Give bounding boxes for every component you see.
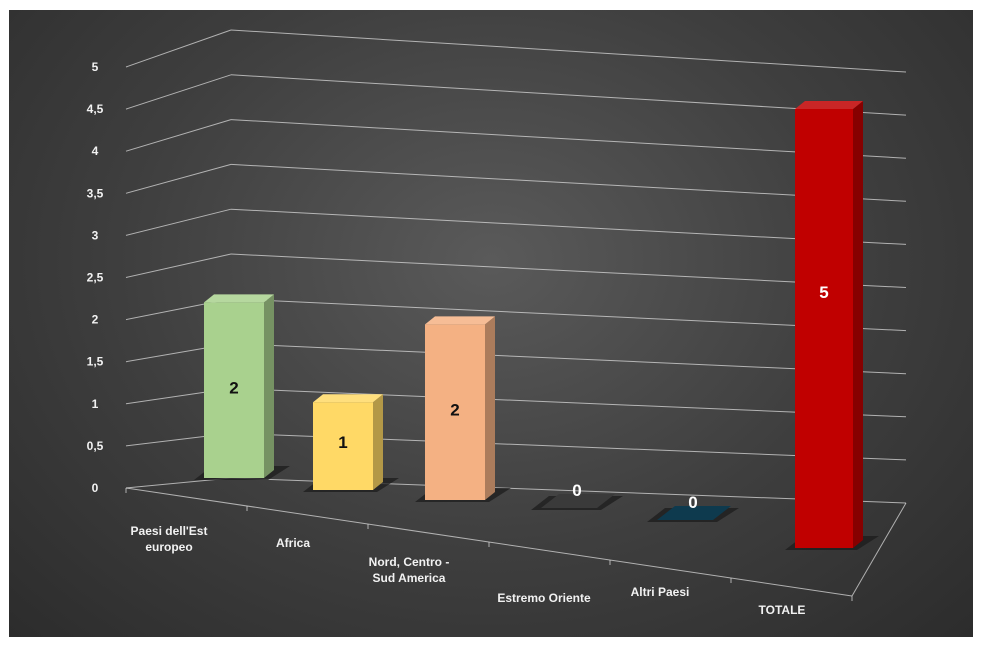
gridline [230, 163, 907, 202]
bar: 0 [531, 481, 623, 510]
data-label: 5 [819, 283, 828, 302]
side-gridline [125, 74, 232, 110]
bar-top [204, 294, 274, 303]
gridline [230, 253, 907, 288]
y-tick-label: 2,5 [87, 271, 104, 285]
data-label: 0 [572, 481, 581, 500]
bars: 2 1 2 0 0 5 [194, 101, 879, 550]
side-gridline [125, 163, 232, 194]
y-tick-label: 0 [92, 481, 99, 495]
bar-side [373, 394, 383, 490]
bar-flat [657, 506, 731, 520]
chart-frame: 0 0,5 1 1,5 2 2,5 3 3,5 4 4,5 5 2 1 2 0 0 5 Paesi dell'… [9, 10, 973, 637]
bar-front [204, 302, 264, 478]
data-label: 0 [688, 493, 697, 512]
bar: 5 [785, 101, 879, 550]
x-tick-label: Paesi dell'Est europeo [131, 524, 208, 554]
y-tick-label: 4,5 [87, 102, 104, 116]
y-tick-label: 0,5 [87, 439, 104, 453]
bar-front [313, 402, 373, 490]
bar: 1 [303, 394, 399, 492]
side-gridline [125, 29, 232, 68]
bar-side [485, 316, 495, 500]
gridlines [125, 29, 907, 601]
bar-top [313, 394, 383, 403]
y-tick-label: 5 [92, 60, 99, 74]
x-tick-label: Africa [276, 536, 310, 550]
gridline [230, 343, 907, 375]
bar-side [853, 101, 863, 548]
bar: 2 [415, 316, 511, 502]
floor-edge [851, 502, 907, 597]
bar: 0 [647, 493, 739, 522]
side-gridline [125, 208, 232, 236]
y-tick-label: 3 [92, 228, 99, 242]
y-tick-label: 3,5 [87, 186, 104, 200]
gridline [230, 29, 907, 73]
bar: 2 [194, 294, 290, 480]
x-tick-label: TOTALE [759, 603, 806, 617]
side-gridline [125, 253, 232, 278]
data-label: 2 [450, 401, 459, 420]
data-label: 2 [229, 379, 238, 398]
x-axis-labels: Paesi dell'Est europeo Africa Nord, Centro … [131, 524, 806, 617]
bar-top [425, 316, 495, 325]
gridline [230, 208, 907, 245]
gridline [230, 387, 907, 418]
side-gridline [125, 119, 232, 152]
gridline [230, 298, 907, 332]
gridline [230, 119, 907, 159]
data-label: 1 [338, 433, 347, 452]
bar-front [425, 324, 485, 500]
y-axis-ticks: 0 0,5 1 1,5 2 2,5 3 3,5 4 4,5 5 [87, 60, 104, 495]
x-tick-label: Altri Paesi [631, 585, 690, 599]
bar-side [264, 294, 274, 478]
x-tick-label: Nord, Centro -Sud America [369, 555, 450, 585]
bar-flat [541, 494, 615, 508]
bar-chart-3d: 0 0,5 1 1,5 2 2,5 3 3,5 4 4,5 5 2 1 2 0 0 5 Paesi dell'… [87, 29, 907, 617]
bar-front [795, 109, 853, 548]
x-tick-label: Estremo Oriente [497, 591, 591, 605]
y-tick-label: 1,5 [87, 355, 104, 369]
y-tick-label: 2 [92, 313, 99, 327]
y-tick-label: 4 [92, 144, 99, 158]
bar-top [795, 101, 863, 109]
y-tick-label: 1 [92, 397, 99, 411]
gridline [230, 74, 907, 116]
